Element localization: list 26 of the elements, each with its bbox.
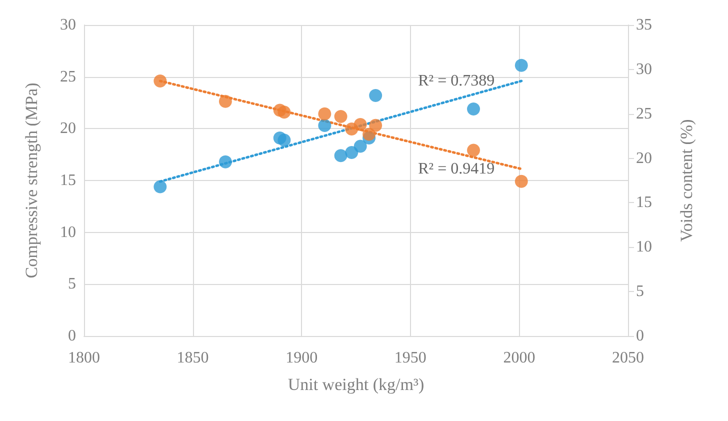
y2-tick-label: 0 (636, 328, 644, 344)
x-tick-label: 2000 (503, 350, 536, 366)
x-axis-title: Unit weight (kg/m³) (288, 375, 424, 394)
y-tick-label: 5 (68, 276, 76, 293)
y-tick-label: 15 (60, 172, 76, 189)
x-tick-label: 1900 (286, 350, 318, 366)
y2-axis-title: Voids content (%) (677, 119, 696, 242)
y-tick-label: 25 (60, 68, 76, 86)
y-tick-label: 0 (68, 328, 76, 344)
y-tick-label: 30 (60, 16, 76, 34)
y2-tick-label: 25 (636, 105, 652, 122)
x-tick-label: 1850 (176, 350, 209, 366)
y-tick-label: 20 (60, 120, 76, 138)
y2-tick-label: 20 (636, 150, 652, 167)
x-tick-label: 2050 (612, 350, 644, 366)
annotation: R² = 0.9419 (418, 160, 495, 178)
x-tick-label: 1800 (68, 350, 100, 366)
y-axis-title: Compressive strength (MPa) (22, 82, 41, 278)
y-tick-label: 10 (60, 224, 76, 241)
y2-tick-label: 35 (636, 16, 652, 34)
y2-tick-label: 30 (636, 60, 652, 78)
y2-tick-label: 15 (636, 194, 652, 212)
y2-tick-label: 10 (636, 238, 652, 256)
annotation: R² = 0.7389 (418, 72, 495, 90)
x-tick-label: 1950 (394, 350, 426, 366)
y2-tick-label: 5 (636, 283, 644, 300)
